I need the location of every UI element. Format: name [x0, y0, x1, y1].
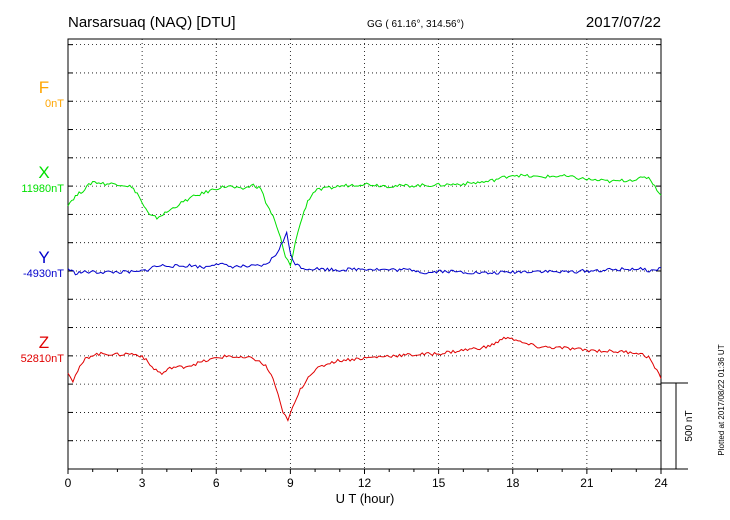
component-baseline-y: -4930nT [23, 268, 64, 280]
plot-date: 2017/07/22 [586, 14, 661, 31]
scale-bar: 500 nT [661, 382, 695, 470]
series-line-x [67, 173, 662, 268]
x-tick-label: 3 [139, 476, 146, 490]
component-name-z: Z [39, 333, 49, 352]
x-tick-label: 24 [654, 476, 668, 490]
x-tick-label: 15 [432, 476, 446, 490]
scale-bar-label: 500 nT [684, 410, 695, 441]
x-tick-label: 9 [287, 476, 294, 490]
x-axis-label: U T (hour) [336, 491, 395, 506]
station-coordinates: GG ( 61.16°, 314.56°) [367, 19, 464, 30]
x-tick-label: 18 [506, 476, 520, 490]
tick-layer: 0 3 6 9 12 15 18 21 24 [65, 44, 668, 490]
x-tick-label: 21 [580, 476, 594, 490]
component-name-f: F [39, 78, 49, 97]
x-tick-label: 6 [213, 476, 220, 490]
station-title: Narsarsuaq (NAQ) [DTU] [68, 14, 236, 31]
series-line-z [67, 336, 662, 422]
x-tick-label: 0 [65, 476, 72, 490]
component-name-y: Y [38, 248, 49, 267]
component-baseline-z: 52810nT [21, 353, 65, 365]
series-line-y [67, 230, 661, 276]
component-baseline-x: 11980nT [21, 183, 64, 195]
plotted-timestamp: Plotted at 2017/08/22 01:36 UT [717, 344, 726, 455]
component-baseline-f: 0nT [45, 98, 64, 110]
x-tick-label: 12 [358, 476, 372, 490]
series-layer [67, 173, 662, 422]
component-name-x: X [38, 163, 49, 182]
grid-layer [68, 39, 661, 469]
